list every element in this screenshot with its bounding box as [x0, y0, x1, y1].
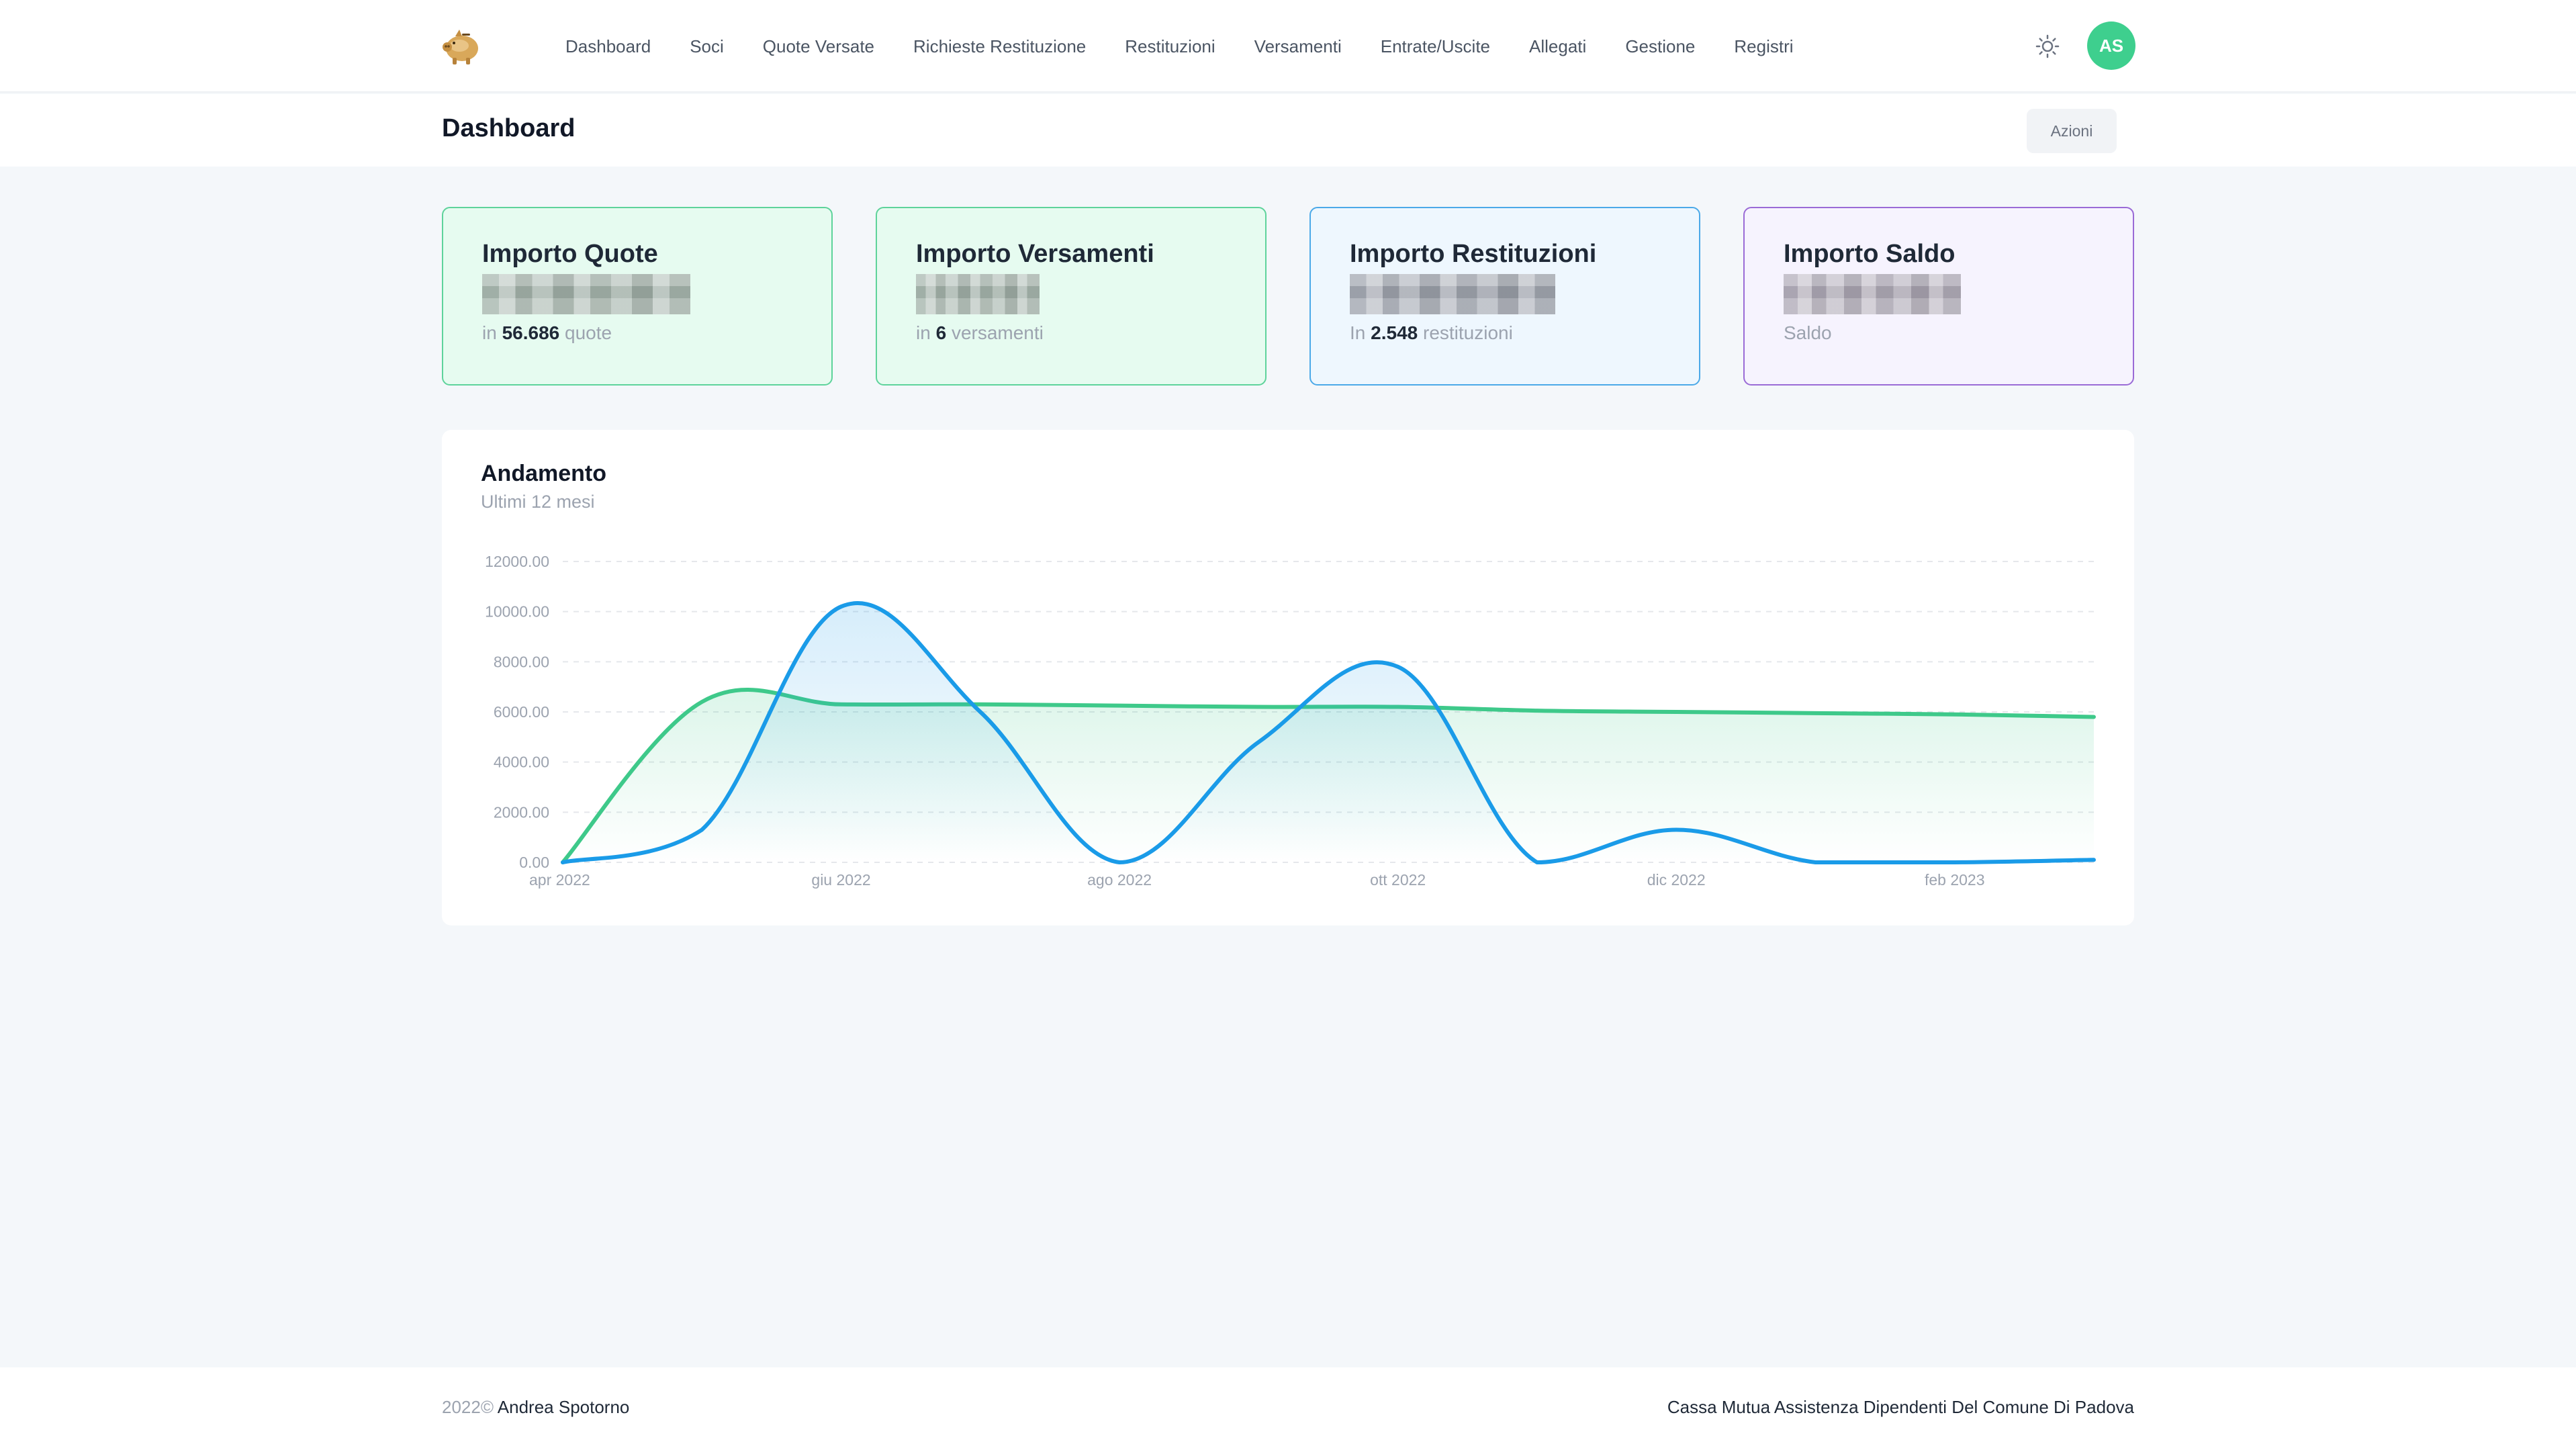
- card-count: 2.548: [1371, 322, 1418, 343]
- card-suffix: quote: [565, 322, 612, 343]
- card-importo-restituzioni: Importo Restituzioni In 2.548 restituzio…: [1309, 207, 1700, 386]
- card-suffix: restituzioni: [1423, 322, 1513, 343]
- nav-item-quote-versate[interactable]: Quote Versate: [762, 36, 875, 56]
- footer-copyright: 2022© Andrea Spotorno: [442, 1397, 629, 1418]
- card-title: Importo Quote: [482, 240, 658, 268]
- y-tick-label: 6000.00: [494, 703, 549, 721]
- x-tick-label: ott 2022: [1370, 871, 1426, 889]
- card-count: 6: [935, 322, 947, 343]
- card-prefix: in: [916, 322, 931, 343]
- chart-panel: Andamento Ultimi 12 mesi 0.00 2000.00 4000…: [442, 430, 2134, 925]
- x-tick-label: ago 2022: [1087, 871, 1152, 889]
- card-subtitle: In 2.548 restituzioni: [1350, 322, 1660, 344]
- card-title: Importo Saldo: [1784, 240, 1956, 268]
- x-tick-label: giu 2022: [811, 871, 870, 889]
- card-title: Importo Versamenti: [916, 240, 1154, 268]
- card-count: 56.686: [502, 322, 560, 343]
- card-importo-quote: Importo Quote in 56.686 quote: [442, 207, 833, 386]
- y-tick-label: 4000.00: [494, 754, 549, 771]
- nav-item-entrate-uscite[interactable]: Entrate/Uscite: [1380, 36, 1491, 56]
- card-amount-redacted: [482, 273, 690, 314]
- nav-item-registri[interactable]: Registri: [1734, 36, 1794, 56]
- card-subtitle: in 56.686 quote: [482, 322, 792, 344]
- footer: 2022© Andrea Spotorno Cassa Mutua Assist…: [0, 1367, 2576, 1448]
- footer-author: Andrea Spotorno: [497, 1397, 630, 1417]
- y-tick-label: 10000.00: [485, 603, 549, 621]
- card-amount-redacted: [1784, 273, 1961, 314]
- nav-item-dashboard[interactable]: Dashboard: [565, 36, 651, 56]
- card-importo-versamenti: Importo Versamenti in 6 versamenti: [876, 207, 1267, 386]
- nav-item-allegati[interactable]: Allegati: [1529, 36, 1587, 56]
- y-tick-label: 8000.00: [494, 653, 549, 670]
- piggy-bank-icon[interactable]: [439, 24, 484, 67]
- nav-item-soci[interactable]: Soci: [690, 36, 724, 56]
- user-avatar[interactable]: AS: [2087, 21, 2135, 70]
- y-tick-label: 12000.00: [485, 553, 549, 570]
- x-tick-label: apr 2022: [529, 871, 590, 889]
- main-nav: Dashboard Soci Quote Versate Richieste R…: [565, 0, 1833, 93]
- x-tick-label: feb 2023: [1925, 871, 1985, 889]
- x-tick-label: dic 2022: [1647, 871, 1706, 889]
- chart-subtitle: Ultimi 12 mesi: [481, 492, 595, 512]
- chart-title: Andamento: [481, 461, 606, 486]
- page-title: Dashboard: [442, 114, 576, 142]
- footer-organization: Cassa Mutua Assistenza Dipendenti Del Co…: [1667, 1397, 2134, 1417]
- nav-item-gestione[interactable]: Gestione: [1625, 36, 1696, 56]
- trend-chart: 0.00 2000.00 4000.00 6000.00 8000.00 10000.00…: [485, 553, 2096, 889]
- y-tick-label: 0.00: [519, 854, 549, 871]
- series-area-1: [563, 603, 2094, 862]
- card-amount-redacted: [1350, 273, 1555, 314]
- page-header: Dashboard Azioni: [0, 94, 2576, 167]
- card-subtitle: Saldo: [1784, 322, 1832, 343]
- nav-item-richieste-restituzione[interactable]: Richieste Restituzione: [913, 36, 1087, 56]
- sun-icon: [2035, 34, 2060, 58]
- card-subtitle: in 6 versamenti: [916, 322, 1226, 344]
- actions-button[interactable]: Azioni: [2027, 109, 2117, 153]
- series-line-1[interactable]: [561, 601, 2096, 865]
- theme-toggle-button[interactable]: [2031, 30, 2064, 63]
- card-importo-saldo: Importo Saldo Saldo: [1743, 207, 2134, 386]
- nav-item-restituzioni[interactable]: Restituzioni: [1125, 36, 1215, 56]
- nav-item-versamenti[interactable]: Versamenti: [1254, 36, 1342, 56]
- card-amount-redacted: [916, 273, 1040, 314]
- card-prefix: In: [1350, 322, 1366, 343]
- card-prefix: in: [482, 322, 497, 343]
- card-title: Importo Restituzioni: [1350, 240, 1597, 268]
- card-suffix: versamenti: [951, 322, 1044, 343]
- top-navbar: Dashboard Soci Quote Versate Richieste R…: [0, 0, 2576, 93]
- footer-year: 2022©: [442, 1397, 494, 1417]
- y-tick-label: 2000.00: [494, 803, 549, 821]
